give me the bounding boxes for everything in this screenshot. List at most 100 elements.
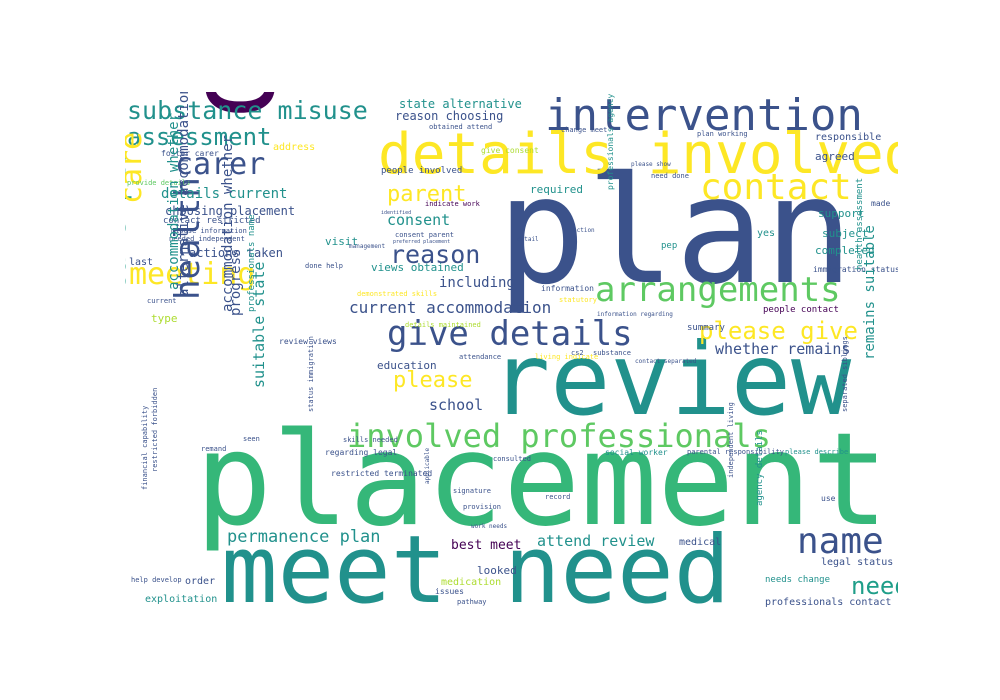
word-carer: carer bbox=[175, 147, 266, 182]
word-need-done: need done bbox=[651, 172, 689, 180]
word-contact: contact bbox=[700, 167, 852, 208]
word-consent: consent bbox=[387, 211, 451, 229]
word-attendance: attendance bbox=[459, 353, 502, 361]
word-remand: remand bbox=[201, 445, 227, 453]
word-permanence-plan: permanence plan bbox=[227, 527, 381, 547]
word-issues: issues bbox=[435, 587, 464, 596]
word-visit: visit bbox=[325, 235, 359, 248]
word-consulted: consulted bbox=[493, 455, 531, 463]
word-needs-change: needs change bbox=[765, 575, 831, 585]
word-type: type bbox=[151, 312, 178, 325]
word-detail: detail bbox=[517, 236, 539, 243]
word-demonstrated-skills: demonstrated skills bbox=[357, 290, 438, 298]
word-placement: placement bbox=[195, 406, 889, 555]
word-review: review bbox=[490, 321, 852, 438]
word-summary: summary bbox=[687, 323, 725, 333]
word-agreed: agreed bbox=[815, 150, 855, 163]
word-remains-suitable: remains suitable bbox=[862, 225, 878, 360]
word-progress: progress bbox=[228, 248, 244, 316]
word-professionals-agency: professionals agency bbox=[606, 93, 615, 190]
word-use: use bbox=[821, 494, 836, 503]
word-order: order bbox=[185, 576, 216, 587]
word-attend-review: attend review bbox=[537, 532, 655, 550]
word-pathway: pathway bbox=[457, 598, 487, 606]
word-need: need bbox=[851, 572, 898, 600]
word-current-accommodation: current accommodation bbox=[349, 298, 552, 317]
word-help-develop: help develop bbox=[131, 576, 182, 584]
word-skills-needed: skills needed bbox=[343, 436, 398, 444]
word-applicable: applicable bbox=[424, 447, 431, 484]
word-plan: plan bbox=[497, 145, 854, 317]
word-professionals-contact: professionals contact bbox=[765, 597, 892, 608]
word-please-show: please show bbox=[631, 161, 671, 168]
word-details-maintained: details maintained bbox=[405, 321, 481, 329]
word-medical: medical bbox=[679, 537, 722, 548]
word-parent: parent bbox=[387, 182, 467, 207]
word-signature: signature bbox=[453, 487, 491, 495]
word-meeting: meeting bbox=[129, 257, 256, 292]
word-exploitation: exploitation bbox=[145, 594, 218, 605]
word-views-obtained: views obtained bbox=[371, 261, 464, 274]
word-meet-need: meet need bbox=[221, 516, 731, 614]
word-intervention: intervention bbox=[545, 92, 863, 141]
word-restricted-forbidden: restricted forbidden bbox=[151, 387, 159, 472]
word-completed: completed bbox=[815, 244, 875, 257]
word-management: management bbox=[349, 243, 386, 250]
word-people-contact: people contact bbox=[763, 305, 839, 315]
word-pep: pep bbox=[661, 241, 678, 251]
word-information: information bbox=[541, 284, 594, 293]
word-substance-misuse: substance misuse bbox=[127, 96, 368, 125]
word-work-needs: work needs bbox=[471, 523, 508, 530]
word-please-give: please give bbox=[699, 317, 858, 345]
word-independent-living: independent living bbox=[727, 402, 735, 478]
word-arrangements: arrangements bbox=[595, 270, 841, 310]
word-details-current: details current bbox=[161, 186, 288, 202]
word-best-meet: best meet bbox=[451, 538, 522, 553]
word-give-details: give details bbox=[387, 314, 633, 354]
word-contact-separated: contact separated bbox=[635, 358, 697, 365]
word-financial-capability: financial capability bbox=[141, 405, 149, 490]
word-medication: medication bbox=[441, 577, 502, 588]
word-involved-professionals: involved professionals bbox=[347, 417, 771, 455]
word-details-involved: details involved bbox=[378, 122, 898, 187]
word-consent-parent: consent parent bbox=[395, 231, 455, 239]
word-alternative-accommodation: alternative accommodation bbox=[176, 92, 192, 297]
word-immigration-status: immigration status bbox=[813, 265, 898, 274]
word-required: required bbox=[530, 183, 583, 196]
word-responsible: responsible bbox=[815, 132, 882, 143]
word-substance: substance bbox=[593, 349, 631, 357]
word-whether-remains: whether remains bbox=[715, 340, 851, 358]
word-please-describe: please describe bbox=[785, 448, 849, 456]
word-agency-details: agency details bbox=[755, 430, 765, 506]
word-statutory: statutory bbox=[559, 296, 597, 304]
word-indicate-work: indicate work bbox=[425, 200, 480, 208]
word-separated-siblings: separated siblings bbox=[841, 336, 849, 412]
word-identified: identified bbox=[381, 210, 412, 216]
word-change-meet: change meet bbox=[561, 126, 608, 134]
word-school: school bbox=[429, 396, 484, 414]
word-subject: subject bbox=[822, 227, 869, 240]
word-give-consent: give consent bbox=[481, 146, 539, 155]
word-education: education bbox=[377, 359, 437, 372]
word-including: including bbox=[439, 275, 515, 291]
word-contact-restricted: contact restricted bbox=[163, 216, 261, 226]
word-current: current bbox=[147, 297, 177, 305]
word-needed-independent: needed independent bbox=[169, 235, 245, 243]
word-parental-responsibility: parental responsibility bbox=[687, 448, 784, 456]
word-made: made bbox=[871, 199, 891, 208]
word-living-indicate: living indicate bbox=[535, 353, 599, 361]
word-record: record bbox=[545, 493, 571, 501]
word-restricted-terminated: restricted terminated bbox=[331, 469, 433, 478]
word-last: last bbox=[129, 257, 154, 268]
word-support: support bbox=[818, 207, 865, 220]
word-care: care bbox=[125, 131, 149, 204]
word-legal-status: legal status bbox=[821, 557, 894, 568]
word-yes: yes bbox=[757, 228, 776, 239]
word-preferred-placement: preferred placement bbox=[393, 239, 451, 245]
word-seen: seen bbox=[243, 435, 260, 443]
word-people-involved: people involved bbox=[381, 166, 463, 176]
word-regarding-legal: regarding legal bbox=[325, 448, 398, 457]
word-review-views: review views bbox=[279, 337, 337, 346]
word-name: name bbox=[797, 521, 884, 562]
